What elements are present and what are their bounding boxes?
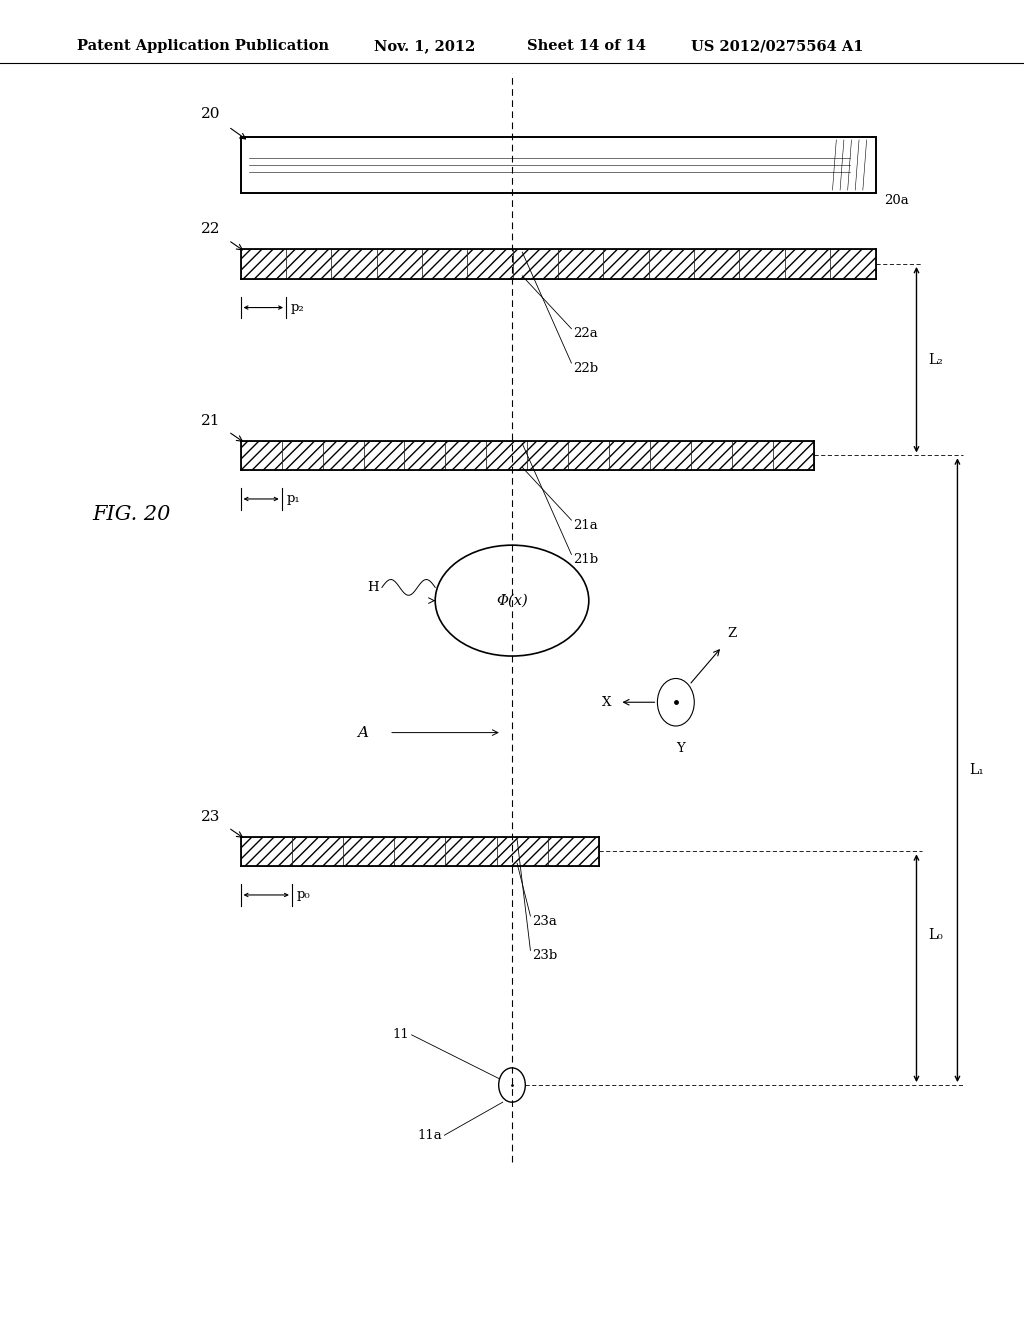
Polygon shape — [323, 441, 364, 470]
Text: Φ(x): Φ(x) — [496, 594, 528, 607]
Polygon shape — [394, 837, 445, 866]
Text: 21a: 21a — [573, 519, 598, 532]
Polygon shape — [486, 441, 527, 470]
Text: Patent Application Publication: Patent Application Publication — [77, 40, 329, 53]
Polygon shape — [773, 441, 814, 470]
Text: X: X — [601, 696, 611, 709]
Text: 22a: 22a — [573, 327, 598, 341]
Polygon shape — [548, 837, 599, 866]
Polygon shape — [241, 837, 292, 866]
Polygon shape — [241, 137, 876, 193]
Text: 20: 20 — [201, 107, 220, 121]
Text: p₁: p₁ — [287, 492, 300, 506]
Text: A: A — [357, 726, 369, 739]
Text: Y: Y — [677, 742, 685, 755]
Text: L₀: L₀ — [929, 928, 943, 942]
Polygon shape — [467, 249, 513, 279]
Polygon shape — [603, 249, 649, 279]
Text: FIG. 20: FIG. 20 — [92, 506, 171, 524]
Polygon shape — [513, 249, 558, 279]
Polygon shape — [292, 837, 343, 866]
Polygon shape — [343, 837, 394, 866]
Polygon shape — [527, 441, 568, 470]
Polygon shape — [422, 249, 467, 279]
Polygon shape — [445, 441, 486, 470]
Text: 20a: 20a — [884, 194, 908, 207]
Text: 11a: 11a — [418, 1129, 442, 1142]
Polygon shape — [732, 441, 773, 470]
Polygon shape — [404, 441, 445, 470]
Polygon shape — [649, 249, 694, 279]
Text: 21: 21 — [201, 413, 220, 428]
Polygon shape — [364, 441, 404, 470]
Text: L₁: L₁ — [970, 763, 984, 777]
Text: 23a: 23a — [532, 915, 557, 928]
Polygon shape — [286, 249, 332, 279]
Polygon shape — [609, 441, 650, 470]
Polygon shape — [282, 441, 323, 470]
Polygon shape — [650, 441, 691, 470]
Polygon shape — [830, 249, 876, 279]
Text: 22: 22 — [201, 222, 220, 236]
Polygon shape — [691, 441, 732, 470]
Polygon shape — [784, 249, 830, 279]
Polygon shape — [558, 249, 603, 279]
Text: Nov. 1, 2012: Nov. 1, 2012 — [374, 40, 475, 53]
Text: p₀: p₀ — [297, 888, 310, 902]
Text: 23: 23 — [201, 809, 220, 824]
Text: Sheet 14 of 14: Sheet 14 of 14 — [527, 40, 646, 53]
Polygon shape — [497, 837, 548, 866]
Polygon shape — [568, 441, 609, 470]
Text: 11: 11 — [393, 1028, 410, 1041]
Text: H: H — [368, 581, 379, 594]
Text: p₂: p₂ — [291, 301, 305, 314]
Text: 21b: 21b — [573, 553, 599, 566]
Polygon shape — [739, 249, 784, 279]
Text: 22b: 22b — [573, 362, 599, 375]
Text: US 2012/0275564 A1: US 2012/0275564 A1 — [691, 40, 863, 53]
Polygon shape — [694, 249, 739, 279]
Polygon shape — [445, 837, 497, 866]
Polygon shape — [332, 249, 377, 279]
Text: 23b: 23b — [532, 949, 558, 962]
Text: L₂: L₂ — [929, 352, 944, 367]
Polygon shape — [241, 249, 286, 279]
Polygon shape — [241, 441, 282, 470]
Polygon shape — [377, 249, 422, 279]
Text: Z: Z — [727, 627, 737, 640]
